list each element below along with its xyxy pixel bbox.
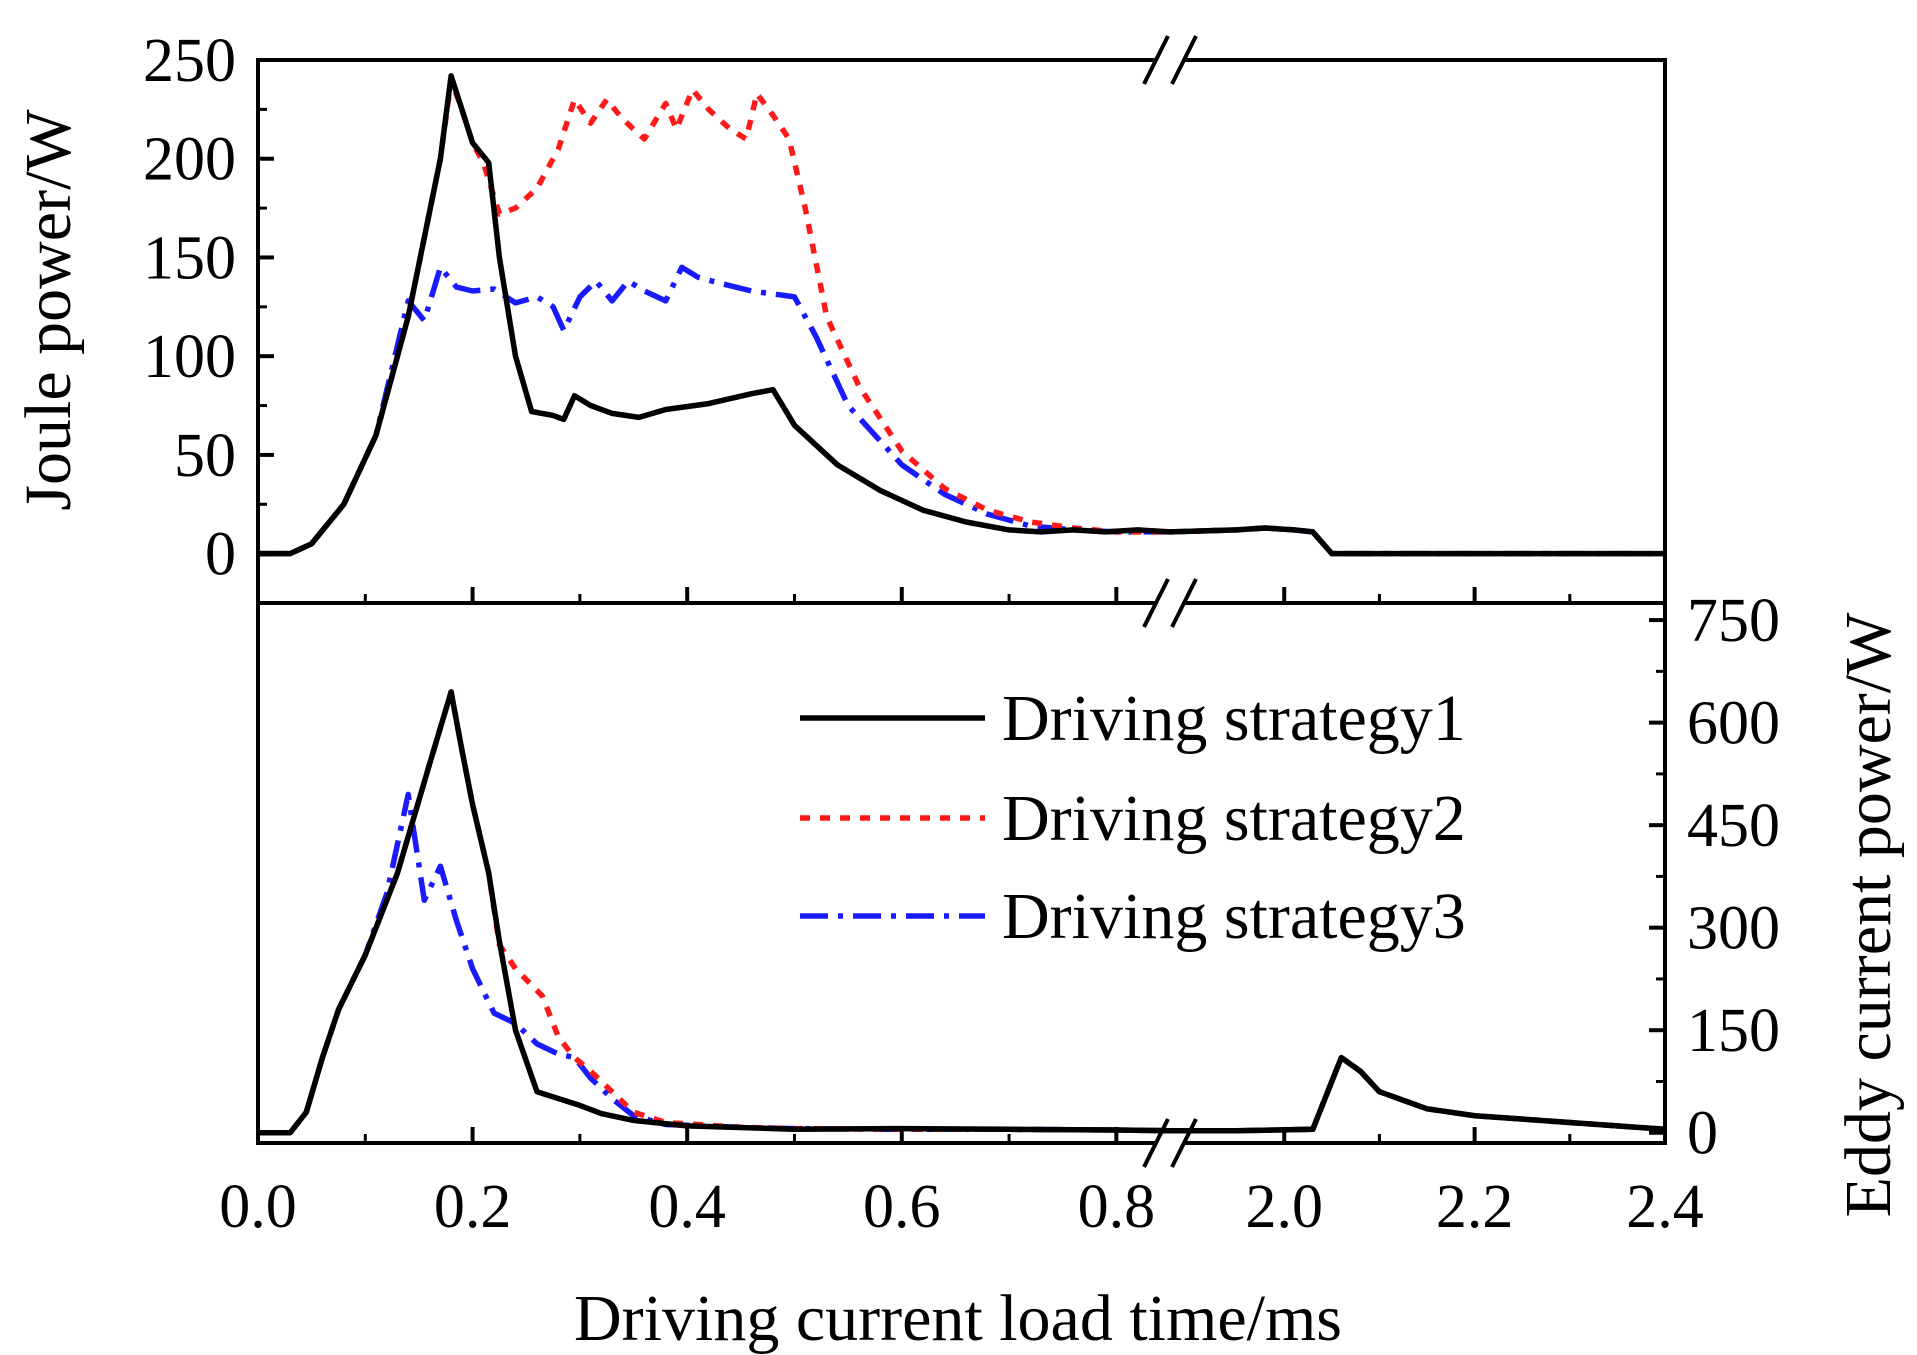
joule-y-tick-label: 150 — [143, 224, 236, 292]
joule-y-axis-title: Joule power/W — [12, 109, 85, 511]
x-tick-label: 0.2 — [434, 1173, 512, 1241]
axis-break-mark — [1142, 35, 1170, 85]
legend-label-2: Driving strategy2 — [1002, 782, 1466, 855]
joule-series-group — [258, 73, 1665, 557]
joule-series-1-line — [258, 73, 1665, 557]
joule-series-3-line — [258, 264, 1665, 557]
joule-y-tick-label: 50 — [174, 422, 236, 490]
eddy-y-tick-label: 450 — [1687, 792, 1780, 860]
label-layer: Driving current load time/ms Joule power… — [12, 27, 1905, 1355]
legend-label-1: Driving strategy1 — [1002, 682, 1466, 755]
x-tick-label: 0.8 — [1078, 1173, 1156, 1241]
eddy-y-tick-label: 600 — [1687, 690, 1780, 758]
eddy-y-tick-label: 0 — [1687, 1100, 1718, 1168]
axis-break-mark — [1142, 578, 1170, 628]
axis-break-mark — [1170, 35, 1198, 85]
x-tick-label: 0.4 — [648, 1173, 726, 1241]
axis-break-mark — [1170, 578, 1198, 628]
joule-y-tick-label: 0 — [205, 521, 236, 589]
eddy-series-1-line — [258, 689, 1665, 1136]
x-tick-label: 2.4 — [1626, 1173, 1704, 1241]
x-tick-label: 0.6 — [863, 1173, 941, 1241]
axis-break-mark — [1170, 1118, 1198, 1168]
x-tick-label: 0.0 — [219, 1173, 297, 1241]
axis-break-gap — [1156, 597, 1184, 609]
x-tick-label: 2.2 — [1436, 1173, 1514, 1241]
axis-break-gap — [1156, 1137, 1184, 1149]
joule-series-2-line — [258, 76, 1665, 557]
eddy-y-axis-title: Eddy current power/W — [1832, 612, 1905, 1217]
joule-y-tick-label: 250 — [143, 27, 236, 95]
legend: Driving strategy1 Driving strategy2 Drivin… — [800, 682, 1466, 953]
x-axis-title: Driving current load time/ms — [574, 1282, 1342, 1355]
x-tick-label: 2.0 — [1245, 1173, 1323, 1241]
eddy-y-tick-label: 150 — [1687, 997, 1780, 1065]
legend-label-3: Driving strategy3 — [1002, 880, 1466, 953]
axis-break-gap — [1156, 54, 1184, 66]
eddy-y-tick-label: 750 — [1687, 587, 1780, 655]
axis-break-mark — [1142, 1118, 1170, 1168]
joule-y-tick-label: 200 — [143, 126, 236, 194]
series-layer — [258, 73, 1665, 1136]
joule-y-tick-label: 100 — [143, 323, 236, 391]
frame-layer — [256, 35, 1667, 1168]
eddy-y-tick-label: 300 — [1687, 895, 1780, 963]
eddy-series-group — [258, 689, 1665, 1136]
